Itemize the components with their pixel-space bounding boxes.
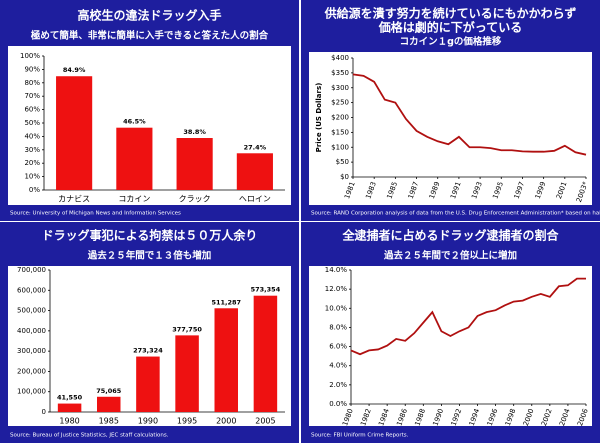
x-tick-label: 2005 bbox=[255, 417, 275, 426]
y-tick-label: 70% bbox=[24, 92, 40, 100]
y-tick-label: $50 bbox=[336, 158, 349, 166]
value-label: 27.4% bbox=[244, 143, 267, 151]
x-tick-label: 1995 bbox=[177, 417, 197, 426]
bar bbox=[116, 127, 153, 190]
y-tick-label: 20% bbox=[24, 159, 40, 167]
y-tick-label: 100,000 bbox=[17, 388, 46, 396]
chart-subtitle: 過去２５年間で２倍以上に増加 bbox=[383, 250, 517, 262]
value-label: 377,750 bbox=[172, 325, 202, 333]
value-label: 75,065 bbox=[96, 387, 122, 395]
y-tick-label: 400,000 bbox=[17, 327, 46, 335]
y-tick-label: 50% bbox=[24, 119, 40, 127]
chart-title: 価格は劇的に下がっている bbox=[378, 20, 522, 35]
data-line bbox=[350, 277, 586, 356]
y-tick-label: 12.0% bbox=[325, 285, 348, 293]
bar bbox=[176, 138, 213, 190]
x-tick-label: 1980 bbox=[59, 417, 79, 426]
y-tick-label: 8.0% bbox=[329, 323, 347, 331]
y-tick-label: 600,000 bbox=[17, 286, 46, 294]
x-tick-label: 1985 bbox=[99, 417, 119, 426]
value-label: 46.5% bbox=[123, 118, 146, 126]
chart-subtitle: 極めて簡単、非常に簡単に入手できると答えた人の割合 bbox=[30, 30, 269, 42]
y-tick-label: $0 bbox=[340, 173, 349, 181]
y-tick-label: 100% bbox=[20, 52, 40, 60]
bar bbox=[56, 76, 93, 190]
bar bbox=[214, 308, 238, 412]
source-note: Source: RAND Corporation analysis of dat… bbox=[311, 211, 600, 217]
value-label: 573,354 bbox=[251, 286, 281, 294]
chart-title: ドラッグ事犯による拘禁は５０万人余り bbox=[42, 228, 258, 243]
y-tick-label: 0.0% bbox=[329, 400, 347, 408]
source-note: Source: FBI Uniform Crime Reports. bbox=[311, 433, 409, 439]
source-note: Source: University of Michigan News and … bbox=[10, 211, 181, 217]
y-tick-label: 200,000 bbox=[17, 367, 46, 375]
chart-panel: 供給源を潰す努力を続けているにもかかわらず価格は劇的に下がっているコカイン１gの… bbox=[301, 0, 600, 221]
y-tick-label: 700,000 bbox=[17, 266, 46, 274]
bar bbox=[57, 403, 82, 412]
x-tick-label: コカイン bbox=[118, 195, 150, 204]
plot-background bbox=[309, 52, 592, 205]
y-tick-label: 80% bbox=[24, 79, 40, 87]
y-tick-label: 0% bbox=[29, 186, 40, 194]
chart-subtitle: コカイン１gの価格推移 bbox=[400, 36, 502, 48]
y-tick-label: $350 bbox=[331, 69, 349, 77]
y-tick-label: 90% bbox=[24, 65, 40, 73]
chart-title: 高校生の違法ドラッグ入手 bbox=[77, 8, 221, 23]
y-tick-label: 14.0% bbox=[325, 266, 348, 274]
y-tick-label: $200 bbox=[331, 114, 349, 122]
y-tick-label: 0 bbox=[42, 408, 46, 416]
y-tick-label: 300,000 bbox=[17, 347, 46, 355]
value-label: 511,287 bbox=[211, 298, 241, 306]
value-label: 41,550 bbox=[57, 394, 83, 402]
source-note: Source: Bureau of Justice Statistics, JE… bbox=[10, 433, 169, 439]
value-label: 84.9% bbox=[63, 66, 86, 74]
chart-title: 供給源を潰す努力を続けているにもかかわらず bbox=[324, 6, 577, 21]
data-line bbox=[352, 73, 587, 156]
x-tick-label: クラック bbox=[179, 195, 211, 204]
y-axis-label: Price (US Dollars) bbox=[315, 83, 323, 153]
x-tick-label: カナビス bbox=[58, 195, 90, 204]
value-label: 273,324 bbox=[133, 347, 163, 355]
x-tick-label: 2000 bbox=[216, 417, 236, 426]
y-tick-label: $250 bbox=[331, 99, 349, 107]
y-tick-label: 2.0% bbox=[329, 381, 347, 389]
y-tick-label: $100 bbox=[331, 143, 349, 151]
y-tick-label: $400 bbox=[331, 54, 349, 62]
plot-background bbox=[309, 266, 592, 426]
bar bbox=[97, 396, 121, 412]
bar bbox=[253, 295, 278, 412]
bar bbox=[236, 153, 273, 190]
y-tick-label: 10% bbox=[24, 173, 40, 181]
y-tick-label: $300 bbox=[331, 84, 349, 92]
bar bbox=[175, 335, 199, 412]
y-tick-label: 4.0% bbox=[329, 362, 347, 370]
x-tick-label: ヘロイン bbox=[239, 195, 271, 204]
y-tick-label: 60% bbox=[24, 106, 40, 114]
y-tick-label: $150 bbox=[331, 128, 349, 136]
y-tick-label: 500,000 bbox=[17, 307, 46, 315]
bar bbox=[136, 356, 160, 412]
chart-subtitle: 過去２５年間で１３倍も増加 bbox=[87, 250, 212, 262]
chart-title: 全逮捕者に占めるドラッグ逮捕者の割合 bbox=[341, 228, 559, 243]
y-tick-label: 30% bbox=[24, 146, 40, 154]
x-tick-label: 1990 bbox=[138, 417, 158, 426]
y-tick-label: 6.0% bbox=[329, 343, 347, 351]
y-tick-label: 10.0% bbox=[325, 304, 348, 312]
value-label: 38.8% bbox=[183, 128, 206, 136]
y-tick-label: 40% bbox=[24, 132, 40, 140]
